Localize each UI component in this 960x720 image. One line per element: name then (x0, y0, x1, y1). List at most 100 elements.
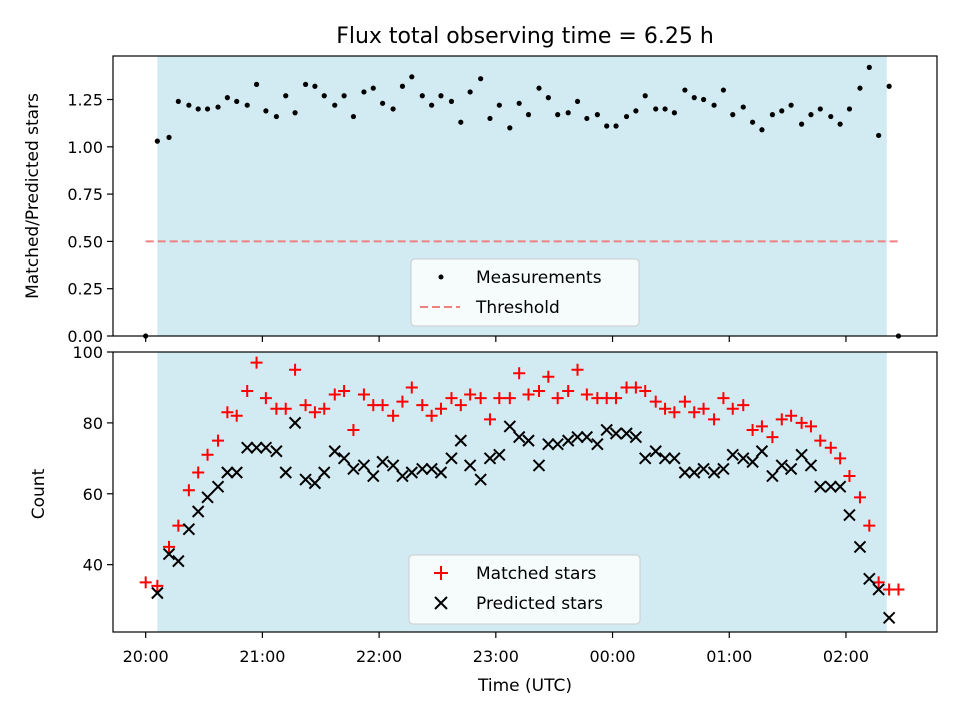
measurement-point (507, 125, 513, 131)
predicted-star-point (347, 462, 360, 476)
predicted-star-point (483, 452, 497, 465)
predicted-star-point (853, 540, 867, 554)
legend-predicted-label: Predicted stars (476, 594, 603, 614)
matched-star-point (396, 395, 409, 408)
matched-star-point (318, 402, 331, 415)
top-plot-frame (112, 55, 938, 337)
measurement-point (458, 119, 464, 125)
matched-star-point (387, 409, 400, 422)
measurement-point (253, 81, 260, 87)
predicted-star-point (318, 466, 331, 479)
predicted-star-point (542, 437, 555, 451)
predicted-star-point (795, 448, 808, 461)
measurement-point (799, 121, 805, 127)
predicted-star-point (250, 441, 263, 454)
predicted-star-point (191, 505, 205, 518)
predicted-star-point (688, 466, 701, 479)
predicted-star-point (843, 508, 856, 522)
matched-star-point (221, 406, 234, 419)
matched-star-point (192, 466, 205, 479)
counts-layer (139, 356, 905, 625)
measurement-point (876, 132, 882, 139)
predicted-star-point (766, 469, 779, 483)
measurement-point (584, 115, 590, 122)
bottom-plot-frame (112, 351, 938, 633)
predicted-star-point (337, 452, 351, 465)
predicted-star-point (737, 452, 750, 465)
matched-star-point (483, 413, 496, 426)
predicted-star-point (551, 437, 564, 451)
measurement-point (234, 98, 240, 105)
matched-star-point (533, 384, 546, 397)
matched-star-point (434, 402, 447, 415)
matched-star-point (347, 423, 360, 436)
bottom-y-tick-label: 100 (72, 343, 103, 362)
top-y-axis-label: Matched/Predicted stars (23, 93, 43, 299)
matched-star-point (551, 392, 564, 405)
predicted-star-point (182, 523, 196, 536)
measurement-point (536, 85, 542, 91)
measurement-point (361, 89, 367, 95)
measurement-point (828, 113, 834, 120)
top-y-tick-label: 0.25 (67, 280, 103, 299)
measurement-point (594, 112, 600, 118)
predicted-star-point (434, 466, 448, 479)
predicted-star-point (882, 611, 896, 625)
measurement-point (866, 64, 872, 70)
measurement-point (350, 113, 357, 120)
predicted-star-point (454, 434, 468, 447)
matched-star-point (241, 384, 254, 397)
measurement-point (321, 93, 327, 99)
measurement-point (545, 95, 551, 101)
measurement-point (555, 112, 561, 118)
matched-star-point (464, 388, 477, 401)
measurement-point (496, 102, 502, 108)
matched-star-point (824, 441, 837, 454)
measurement-point (779, 108, 785, 114)
matched-star-point (328, 388, 341, 401)
matched-star-point (629, 381, 642, 394)
predicted-star-point (270, 445, 283, 458)
matched-star-point (649, 395, 662, 408)
matched-star-point (678, 395, 691, 408)
bottom-y-tick-label: 40 (83, 556, 103, 575)
matched-star-point (639, 384, 652, 397)
predicted-star-point (580, 430, 594, 444)
predicted-star-point (463, 459, 477, 472)
matched-star-point (872, 576, 885, 589)
matched-star-point (562, 384, 575, 397)
predicted-star-point (620, 427, 633, 440)
measurement-point (487, 115, 493, 122)
measurement-point (409, 74, 415, 80)
predicted-star-point (872, 583, 885, 596)
measurement-point (711, 102, 717, 108)
matched-star-point (853, 491, 866, 504)
x-tick-label: 02:00 (823, 647, 869, 666)
bottom-y-tick-label: 80 (83, 414, 103, 433)
measurement-point (720, 87, 727, 93)
top-ticks: 0.00 0.25 0.50 0.75 1.00 1.25 (67, 91, 847, 346)
matched-star-point (139, 576, 152, 589)
predicted-star-point (775, 459, 788, 472)
measurement-point (846, 106, 853, 112)
measurement-point (857, 85, 863, 91)
predicted-star-point (503, 420, 517, 433)
matched-star-point (454, 399, 467, 412)
measurement-point (749, 119, 756, 125)
predicted-star-point (629, 430, 643, 444)
top-chart-title: Flux total observing time = 6.25 h (336, 24, 714, 49)
measurement-point (516, 100, 522, 106)
x-tick-label: 20:00 (123, 647, 169, 666)
matched-star-point (737, 399, 750, 412)
measurement-point (332, 102, 338, 108)
matched-star-point (445, 392, 458, 405)
measurement-point (682, 87, 688, 93)
predicted-star-point (172, 554, 185, 568)
x-tick-label: 00:00 (589, 647, 635, 666)
matched-star-point (493, 392, 506, 405)
x-tick-label: 22:00 (356, 647, 402, 666)
x-tick-label: 21:00 (239, 647, 285, 666)
matched-star-point (250, 356, 263, 369)
measurement-point (399, 83, 406, 89)
predicted-star-point (221, 466, 234, 479)
